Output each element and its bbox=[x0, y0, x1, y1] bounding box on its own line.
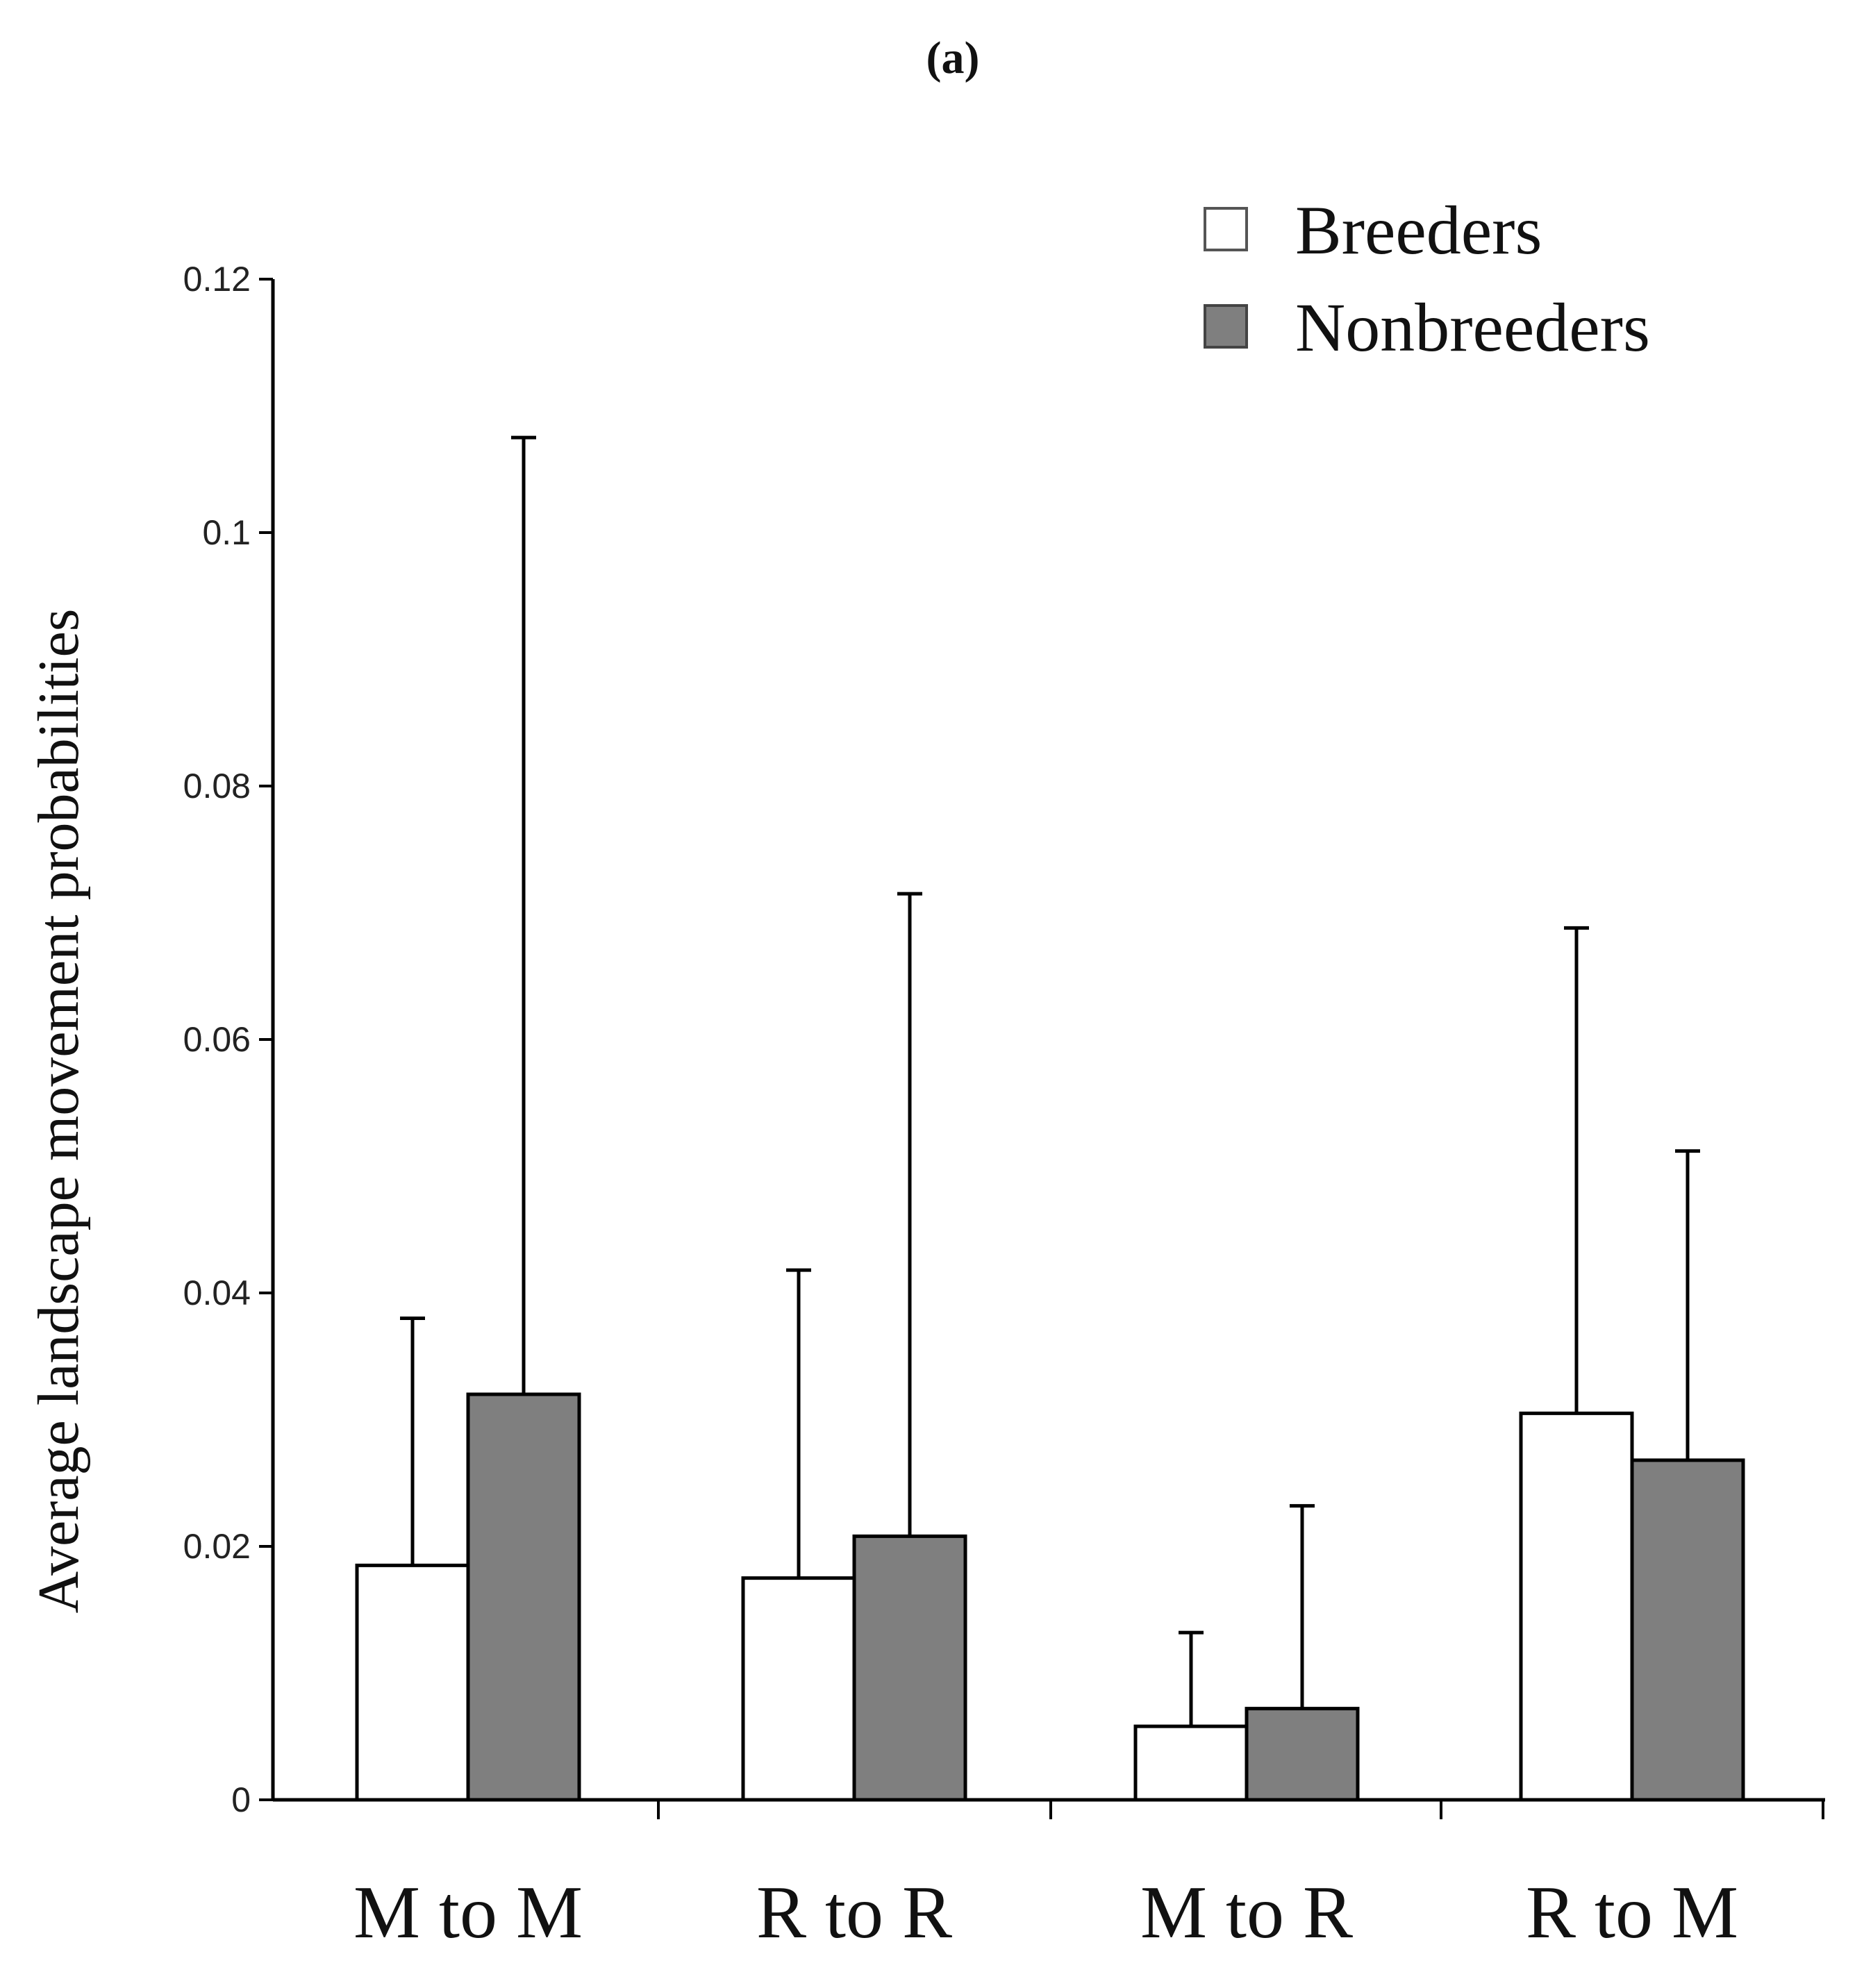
bar-nonbreeders bbox=[1245, 1707, 1360, 1802]
panel-label: (a) bbox=[926, 33, 980, 83]
y-tick-label: 0.04 bbox=[183, 1273, 251, 1312]
legend-label: Breeders bbox=[1295, 192, 1542, 269]
legend-label: Nonbreeders bbox=[1295, 289, 1650, 366]
bar-breeders bbox=[1133, 1724, 1249, 1802]
legend-swatch bbox=[1204, 207, 1248, 251]
bar-nonbreeders bbox=[852, 1534, 967, 1802]
y-tick-label: 0.08 bbox=[183, 767, 251, 805]
x-tick-label: M to M bbox=[353, 1871, 583, 1954]
x-tick-label: R to R bbox=[756, 1871, 952, 1954]
bar-nonbreeders bbox=[1630, 1458, 1745, 1802]
bar-breeders bbox=[1519, 1411, 1634, 1802]
y-tick-label: 0.06 bbox=[183, 1020, 251, 1059]
y-tick-label: 0.1 bbox=[202, 513, 251, 552]
y-axis-title: Average landscape movement probabilities bbox=[26, 609, 91, 1614]
x-tick-label: R to M bbox=[1526, 1871, 1738, 1954]
legend-swatch bbox=[1204, 304, 1248, 349]
bar-breeders bbox=[355, 1563, 470, 1802]
y-tick-label: 0 bbox=[231, 1780, 251, 1819]
x-tick-label: M to R bbox=[1140, 1871, 1353, 1954]
bar-breeders bbox=[741, 1576, 856, 1802]
y-tick-label: 0.12 bbox=[183, 260, 251, 299]
plot-area: 0 0.02 0.04 0.06 0.08 0.1 0.12 M to M R to R M to… bbox=[183, 260, 1825, 1954]
legend: Breeders Nonbreeders bbox=[1204, 192, 1650, 366]
y-tick-label: 0.02 bbox=[183, 1527, 251, 1566]
bar-nonbreeders bbox=[466, 1392, 581, 1802]
